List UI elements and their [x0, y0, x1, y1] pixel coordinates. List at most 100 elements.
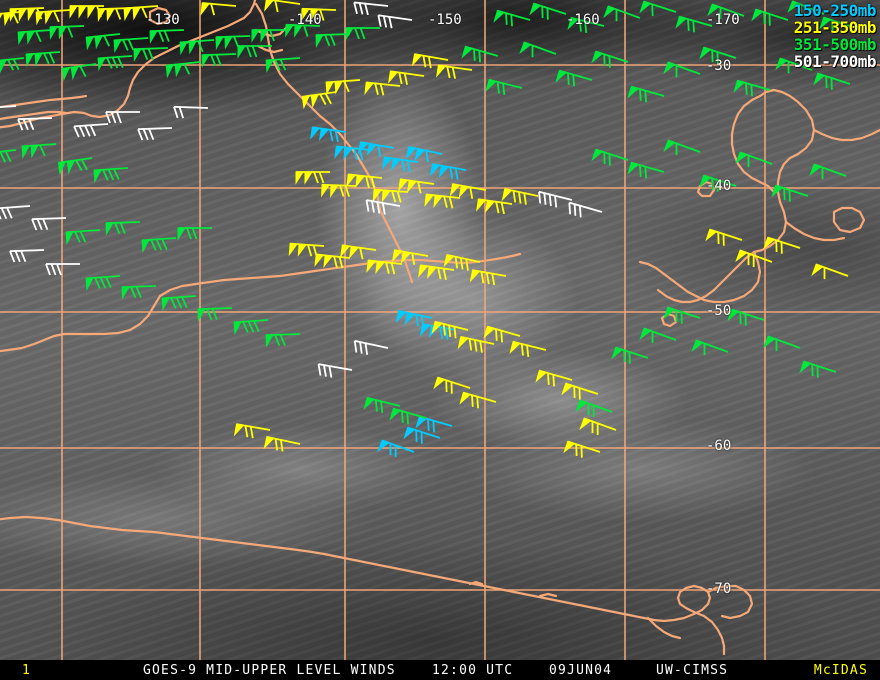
- wind-barb: [21, 143, 57, 160]
- wind-barb: [334, 145, 371, 161]
- wind-barb: [519, 41, 557, 58]
- wind-barb: [501, 188, 539, 205]
- wind-barb: [49, 25, 85, 40]
- wind-barb: [123, 5, 159, 22]
- legend-entry-3: 351-500mb: [793, 35, 877, 54]
- wind-barb: [538, 190, 573, 208]
- wind-barb: [663, 139, 701, 156]
- wind-barb: [265, 333, 301, 348]
- wind-barb: [775, 57, 813, 74]
- wind-barb: [469, 269, 507, 286]
- wind-barb: [733, 79, 771, 97]
- wind-barb: [388, 70, 425, 85]
- wind-barb: [17, 29, 53, 46]
- wind-barb: [459, 391, 497, 409]
- wind-barb: [372, 188, 409, 203]
- wind-barb: [639, 327, 677, 344]
- wind-barb: [809, 163, 847, 180]
- wind-barb: [105, 221, 141, 236]
- wind-barb: [357, 141, 395, 157]
- wind-barb: [340, 244, 377, 260]
- wind-barb: [73, 123, 109, 138]
- wind-barb: [483, 325, 521, 343]
- wind-barb: [177, 227, 212, 241]
- wind-barb: [295, 171, 330, 185]
- latlon-gridlines: [0, 0, 880, 660]
- latitude-label: -40: [706, 178, 732, 194]
- wind-barb: [485, 78, 523, 96]
- wind-barb: [57, 157, 93, 176]
- wind-barb: [535, 369, 573, 387]
- wind-barb: [45, 263, 80, 276]
- wind-barb: [575, 399, 613, 418]
- wind-barb: [201, 53, 237, 68]
- wind-barb: [663, 61, 701, 78]
- map-vector-overlay: [0, 0, 880, 660]
- wind-barb: [763, 236, 801, 254]
- wind-barb: [31, 217, 67, 231]
- wind-barb: [799, 360, 837, 378]
- wind-barb: [429, 163, 467, 180]
- longitude-label: -150: [428, 12, 462, 28]
- wind-barb: [65, 229, 101, 246]
- wind-barb: [233, 319, 269, 336]
- product-title: GOES-9 MID-UPPER LEVEL WINDS: [143, 663, 396, 678]
- mcidas-brand: McIDAS: [813, 663, 868, 678]
- wind-barb: [735, 151, 773, 168]
- longitude-label: -130: [146, 12, 180, 28]
- wind-barb: [418, 264, 455, 281]
- wind-barb: [264, 0, 301, 13]
- wind-barb: [699, 46, 737, 64]
- wind-barb: [353, 1, 389, 16]
- wind-barb: [431, 320, 469, 339]
- wind-barb: [215, 35, 251, 50]
- wind-barb: [0, 149, 17, 163]
- wind-barb: [567, 16, 605, 34]
- wind-barb: [366, 259, 403, 275]
- wind-barb: [285, 23, 321, 38]
- wind-barb: [35, 9, 71, 26]
- wind-barb: [555, 69, 593, 87]
- wind-barb: [317, 363, 353, 378]
- wind-barb: [346, 173, 383, 189]
- wind-barb: [365, 199, 401, 215]
- wind-barb: [0, 205, 31, 220]
- legend-entry-4: 501-700mb: [793, 52, 877, 71]
- wind-barb: [403, 426, 441, 444]
- longitude-label: -140: [288, 12, 322, 28]
- wind-barb: [265, 57, 301, 74]
- product-source: UW-CIMSS: [656, 663, 729, 678]
- wind-barb: [345, 27, 380, 41]
- wind-barb: [85, 33, 121, 51]
- coastline-layer: [0, 0, 880, 656]
- wind-barb: [424, 193, 461, 209]
- wind-barb: [751, 8, 789, 26]
- wind-barb: [301, 7, 337, 22]
- wind-barb: [288, 242, 325, 257]
- wind-barb: [377, 439, 415, 458]
- wind-barb: [93, 167, 129, 184]
- wind-barb: [415, 415, 453, 433]
- wind-barb: [675, 15, 713, 33]
- wind-barb: [133, 47, 169, 62]
- latitude-label: -70: [706, 581, 732, 597]
- wind-barb: [735, 249, 773, 268]
- wind-barb: [561, 382, 599, 400]
- wind-barb: [568, 201, 603, 218]
- longitude-label: -160: [566, 12, 600, 28]
- wind-barb: [251, 29, 286, 43]
- wind-barb: [121, 285, 157, 300]
- wind-barb: [457, 336, 495, 353]
- wind-barb: [813, 72, 851, 90]
- wind-barb: [113, 37, 149, 54]
- wind-barb: [137, 127, 173, 141]
- wind-barb: [411, 53, 449, 69]
- wind-barb: [364, 81, 401, 96]
- wind-barb: [461, 45, 499, 63]
- longitude-label: -170: [706, 12, 740, 28]
- wind-barb: [200, 2, 237, 16]
- wind-barb: [17, 117, 53, 131]
- latitude-label: -30: [706, 58, 732, 74]
- frame-number: 1: [22, 663, 32, 678]
